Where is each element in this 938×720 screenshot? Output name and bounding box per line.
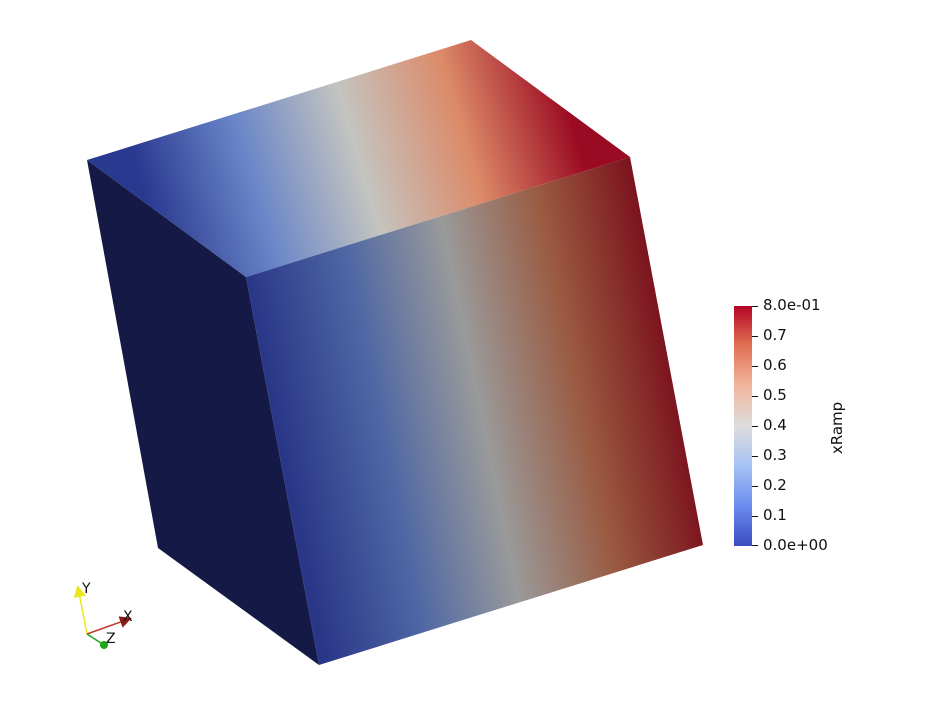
colorbar-tick-label: 0.0e+00: [763, 536, 828, 554]
cube-top-face: [87, 40, 630, 277]
cube-front-face: [246, 157, 703, 665]
colorbar-tick-label: 8.0e-01: [763, 296, 821, 314]
z-axis-label: Z: [106, 631, 116, 647]
y-axis-label: Y: [82, 581, 91, 597]
colorbar-tick-label: 0.2: [763, 476, 787, 494]
colorbar: [734, 306, 752, 546]
cube-left-face: [87, 160, 319, 665]
z-axis-tip: [100, 641, 108, 649]
colorbar-tick-label: 0.1: [763, 506, 787, 524]
colorbar-tick-label: 0.4: [763, 416, 787, 434]
colorbar-tick-label: 0.5: [763, 386, 787, 404]
colorbar-tick-label: 0.7: [763, 326, 787, 344]
colorbar-title: xRamp: [828, 401, 846, 455]
colorbar-tick-label: 0.6: [763, 356, 787, 374]
x-axis-label: X: [123, 609, 133, 625]
colorbar-ticks: [752, 306, 758, 546]
x-axis-line: [86, 616, 132, 635]
colorbar-tick-label: 0.3: [763, 446, 787, 464]
orientation-axes: [73, 585, 132, 649]
y-axis-line: [73, 585, 88, 635]
